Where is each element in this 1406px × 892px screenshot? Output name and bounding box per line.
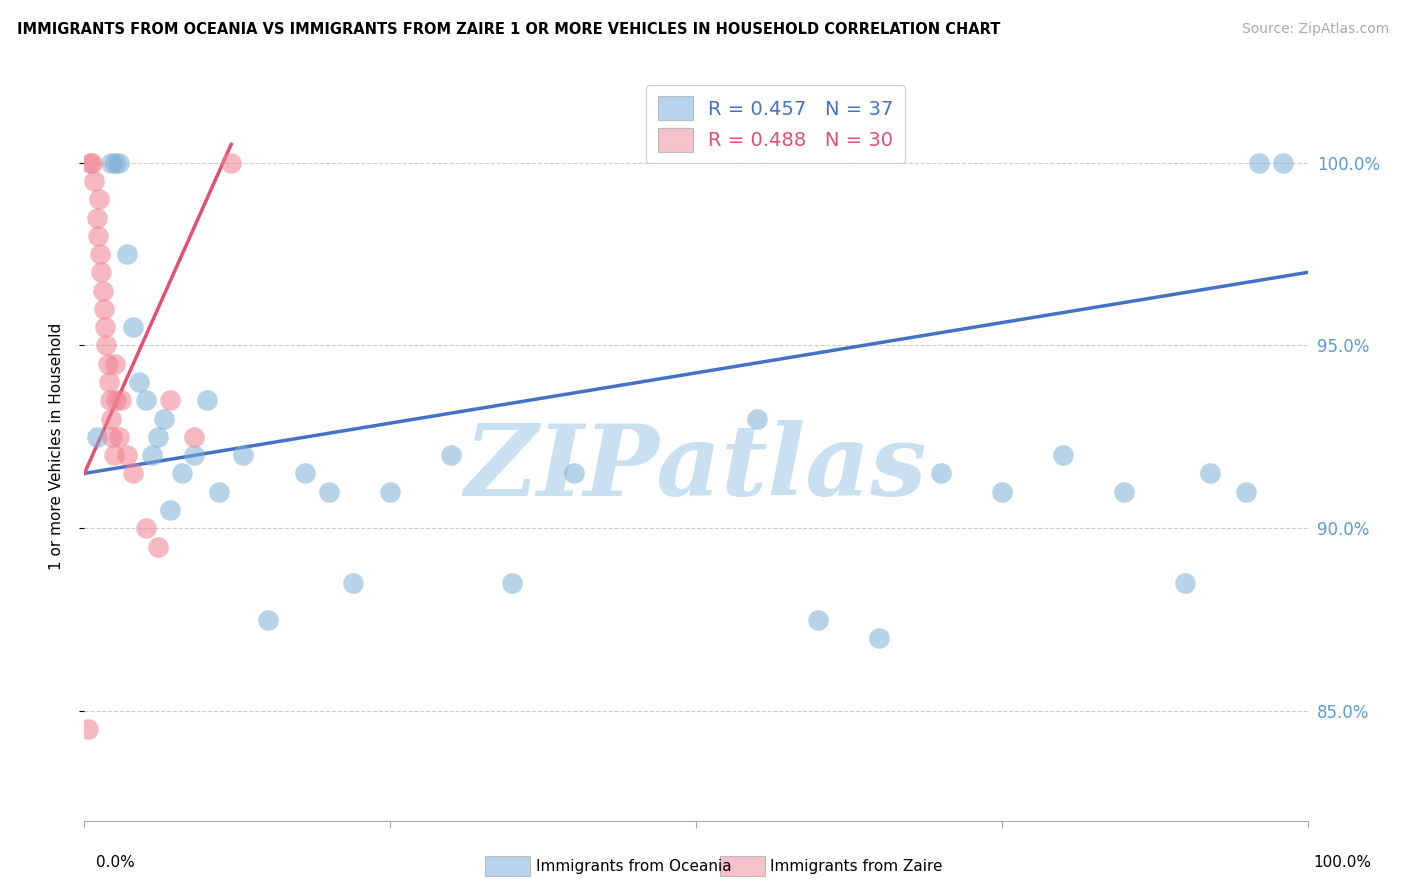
Legend: R = 0.457   N = 37, R = 0.488   N = 30: R = 0.457 N = 37, R = 0.488 N = 30 xyxy=(645,85,905,163)
Point xyxy=(83,174,105,188)
Point xyxy=(1247,155,1270,169)
Point xyxy=(115,247,138,261)
Point xyxy=(1236,484,1258,499)
Point xyxy=(1052,448,1074,462)
Point xyxy=(219,155,242,169)
Point xyxy=(208,484,231,499)
Point xyxy=(380,484,402,499)
Point xyxy=(101,430,124,444)
Point xyxy=(96,338,118,352)
Y-axis label: 1 or more Vehicles in Household: 1 or more Vehicles in Household xyxy=(49,322,63,570)
Point xyxy=(100,155,122,169)
Point xyxy=(86,211,108,225)
Point xyxy=(232,448,254,462)
Point xyxy=(97,375,120,389)
Point xyxy=(502,576,524,591)
Text: 100.0%: 100.0% xyxy=(1313,855,1371,870)
Point xyxy=(94,320,117,334)
Point xyxy=(146,430,169,444)
Point xyxy=(90,265,112,279)
Point xyxy=(79,155,101,169)
Text: IMMIGRANTS FROM OCEANIA VS IMMIGRANTS FROM ZAIRE 1 OR MORE VEHICLES IN HOUSEHOLD: IMMIGRANTS FROM OCEANIA VS IMMIGRANTS FR… xyxy=(17,22,1000,37)
Point xyxy=(1272,155,1295,169)
Point xyxy=(122,320,145,334)
Point xyxy=(172,467,194,481)
Text: ZIPatlas: ZIPatlas xyxy=(465,420,927,516)
Point xyxy=(128,375,150,389)
Point xyxy=(183,448,205,462)
Point xyxy=(929,467,952,481)
Point xyxy=(153,411,176,425)
Point xyxy=(103,448,125,462)
Point xyxy=(91,284,114,298)
Point xyxy=(807,613,830,627)
Point xyxy=(141,448,163,462)
Point xyxy=(318,484,340,499)
Point xyxy=(159,393,181,408)
Point xyxy=(104,155,127,169)
Point xyxy=(89,247,111,261)
Point xyxy=(1174,576,1197,591)
Point xyxy=(146,540,169,554)
Point xyxy=(440,448,463,462)
Point xyxy=(869,631,891,645)
Point xyxy=(107,430,129,444)
Point xyxy=(100,411,122,425)
Point xyxy=(107,155,129,169)
Text: Source: ZipAtlas.com: Source: ZipAtlas.com xyxy=(1241,22,1389,37)
Text: Immigrants from Oceania: Immigrants from Oceania xyxy=(536,859,731,873)
Point xyxy=(77,723,100,737)
Point xyxy=(1114,484,1136,499)
Point xyxy=(1198,467,1220,481)
Point xyxy=(87,192,110,206)
Point xyxy=(80,155,103,169)
Point xyxy=(747,411,769,425)
Point xyxy=(562,467,585,481)
Point xyxy=(115,448,138,462)
Point xyxy=(183,430,205,444)
Point xyxy=(294,467,316,481)
Point xyxy=(98,393,121,408)
Point xyxy=(342,576,364,591)
Point xyxy=(135,393,157,408)
Point xyxy=(104,357,127,371)
Point xyxy=(159,503,181,517)
Point xyxy=(110,393,132,408)
Point xyxy=(105,393,128,408)
Point xyxy=(93,301,115,316)
Point xyxy=(122,467,145,481)
Point xyxy=(257,613,280,627)
Point xyxy=(87,228,110,243)
Point xyxy=(991,484,1014,499)
Point xyxy=(135,521,157,535)
Point xyxy=(97,357,120,371)
Text: 0.0%: 0.0% xyxy=(96,855,135,870)
Point xyxy=(195,393,218,408)
Text: Immigrants from Zaire: Immigrants from Zaire xyxy=(770,859,943,873)
Point xyxy=(86,430,108,444)
